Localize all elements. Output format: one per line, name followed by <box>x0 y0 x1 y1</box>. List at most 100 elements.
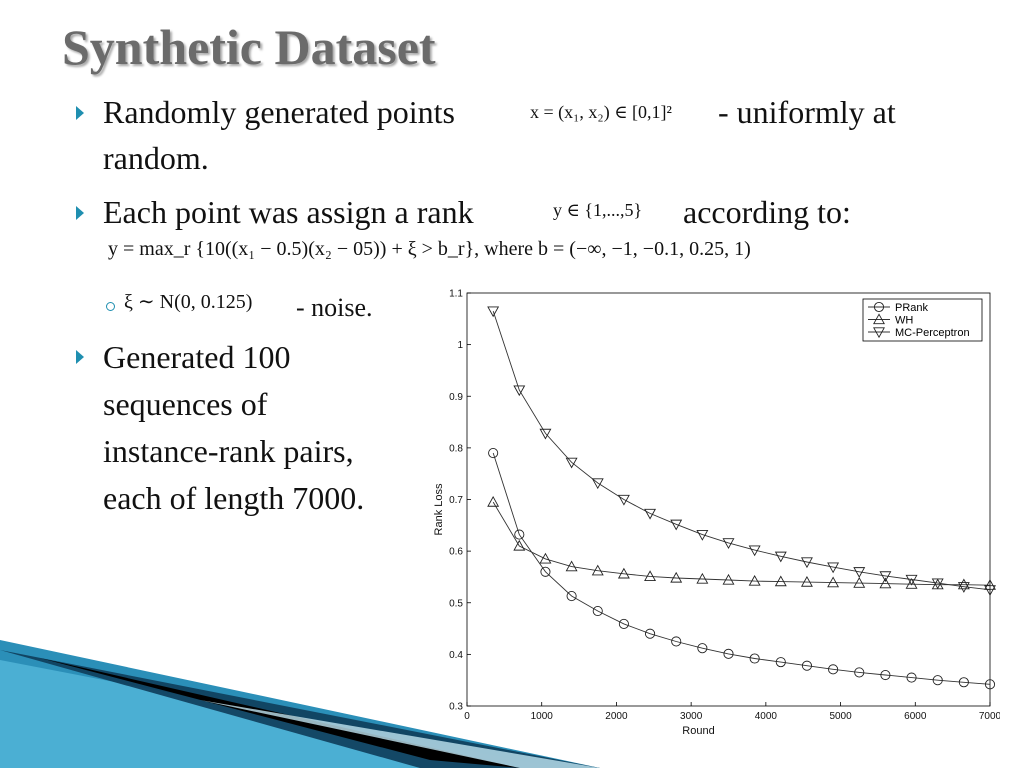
y-tick-label: 1.1 <box>449 289 463 300</box>
x-tick-label: 2000 <box>605 711 628 722</box>
legend-label-prank: PRank <box>895 302 929 314</box>
data-point-prank <box>723 648 734 659</box>
data-point-prank <box>644 628 656 639</box>
y-tick-label: 0.5 <box>449 598 463 609</box>
legend-marker-mc-perceptron <box>873 327 885 339</box>
data-point-prank <box>775 657 786 668</box>
data-point-mc-perceptron <box>957 582 970 593</box>
bullet3-line-4: each of length 7000. <box>103 480 365 516</box>
data-point-wh <box>722 573 735 585</box>
data-point-wh <box>957 578 970 590</box>
bullet1-math: x = (x₁, x₂) ∈ [0,1]² <box>530 102 672 122</box>
noise-tail: - noise. <box>296 293 373 322</box>
y-tick-label: 0.4 <box>449 650 463 661</box>
bullet2-tail: according to: <box>683 194 851 230</box>
data-point-mc-perceptron <box>487 306 500 318</box>
x-tick-label: 7000 <box>979 711 1000 722</box>
data-point-prank <box>697 643 708 654</box>
data-point-wh <box>696 572 709 584</box>
data-point-wh <box>644 570 657 582</box>
data-point-prank <box>671 636 682 647</box>
data-point-wh <box>513 539 526 551</box>
data-point-mc-perceptron <box>774 551 787 563</box>
y-tick-label: 0.7 <box>449 495 463 506</box>
data-point-wh <box>879 577 892 589</box>
circle-bullet-icon <box>106 302 115 311</box>
data-point-mc-perceptron <box>827 562 840 574</box>
data-point-wh <box>905 578 918 589</box>
data-point-wh <box>487 495 500 507</box>
x-tick-label: 5000 <box>829 711 852 722</box>
y-tick-label: 0.6 <box>449 547 463 558</box>
noise-math: ξ ∼ N(0, 0.125) <box>124 291 253 313</box>
series-line-wh <box>492 501 991 586</box>
bullet2-text: Each point was assign a rank <box>103 194 474 230</box>
data-point-mc-perceptron <box>539 428 552 440</box>
data-point-mc-perceptron <box>565 457 578 469</box>
data-point-mc-perceptron <box>617 494 630 506</box>
data-point-prank <box>984 679 996 690</box>
legend-label-wh: WH <box>895 315 913 327</box>
data-point-prank <box>749 653 760 664</box>
data-point-prank <box>540 566 551 577</box>
x-tick-label: 4000 <box>755 711 778 722</box>
x-tick-label: 0 <box>464 711 470 722</box>
data-point-wh <box>565 560 578 572</box>
data-point-wh <box>539 552 552 564</box>
bullet2-math: y ∈ {1,...,5} <box>553 200 643 220</box>
data-point-mc-perceptron <box>905 574 918 586</box>
bullet-arrow-icon <box>76 350 84 364</box>
data-point-wh <box>827 576 840 588</box>
data-point-wh <box>774 575 787 587</box>
data-point-mc-perceptron <box>931 578 944 590</box>
data-point-wh <box>670 571 683 583</box>
data-point-wh <box>591 564 604 576</box>
bullet1-text: Randomly generated points <box>103 94 455 130</box>
y-tick-label: 0.8 <box>449 443 463 454</box>
legend-box <box>862 298 983 342</box>
plot-frame <box>466 292 991 707</box>
data-point-mc-perceptron <box>513 385 526 397</box>
data-point-prank <box>880 669 891 681</box>
data-point-mc-perceptron <box>748 545 761 557</box>
bullet3-line-1: Generated 100 <box>103 339 291 375</box>
bullet3-line-2: sequences of <box>103 386 268 422</box>
x-tick-label: 6000 <box>904 711 927 722</box>
legend-marker-wh <box>873 313 885 325</box>
page-title: Synthetic Dataset <box>62 19 436 75</box>
data-point-prank <box>932 675 943 686</box>
data-point-mc-perceptron <box>696 529 709 541</box>
bullet1-tail: - uniformly at <box>718 94 896 130</box>
x-tick-label: 3000 <box>680 711 703 722</box>
x-tick-label: 1000 <box>531 711 554 722</box>
legend-label-mc-perceptron: MC-Perceptron <box>895 327 970 339</box>
rank-equation: y = max_r {10((x₁ − 0.5)(x₂ − 05)) + ξ >… <box>108 238 751 260</box>
data-point-mc-perceptron <box>670 519 683 531</box>
y-axis-title: Rank Loss <box>433 483 445 535</box>
data-point-prank <box>514 529 525 540</box>
data-point-prank <box>566 590 577 602</box>
data-point-mc-perceptron <box>879 571 892 583</box>
bullet3-line-3: instance-rank pairs, <box>103 433 354 469</box>
data-point-prank <box>958 677 969 688</box>
data-point-mc-perceptron <box>644 508 657 520</box>
data-point-prank <box>854 667 865 678</box>
bullet-arrow-icon <box>76 106 84 120</box>
data-point-wh <box>748 574 761 586</box>
data-point-wh <box>800 575 813 587</box>
data-point-mc-perceptron <box>800 557 813 569</box>
data-point-mc-perceptron <box>984 585 996 596</box>
legend-marker-prank <box>873 301 885 313</box>
data-point-wh <box>853 577 866 588</box>
bullet1-line2: random. <box>103 140 209 176</box>
data-point-prank <box>801 660 813 671</box>
data-point-mc-perceptron <box>853 567 866 578</box>
series-line-mc-perceptron <box>492 310 991 591</box>
data-point-wh <box>617 567 630 579</box>
data-point-prank <box>618 618 629 629</box>
y-tick-label: 0.3 <box>449 702 463 713</box>
data-point-prank <box>592 605 603 617</box>
data-point-prank <box>906 672 917 683</box>
x-axis-title: Round <box>682 725 714 737</box>
